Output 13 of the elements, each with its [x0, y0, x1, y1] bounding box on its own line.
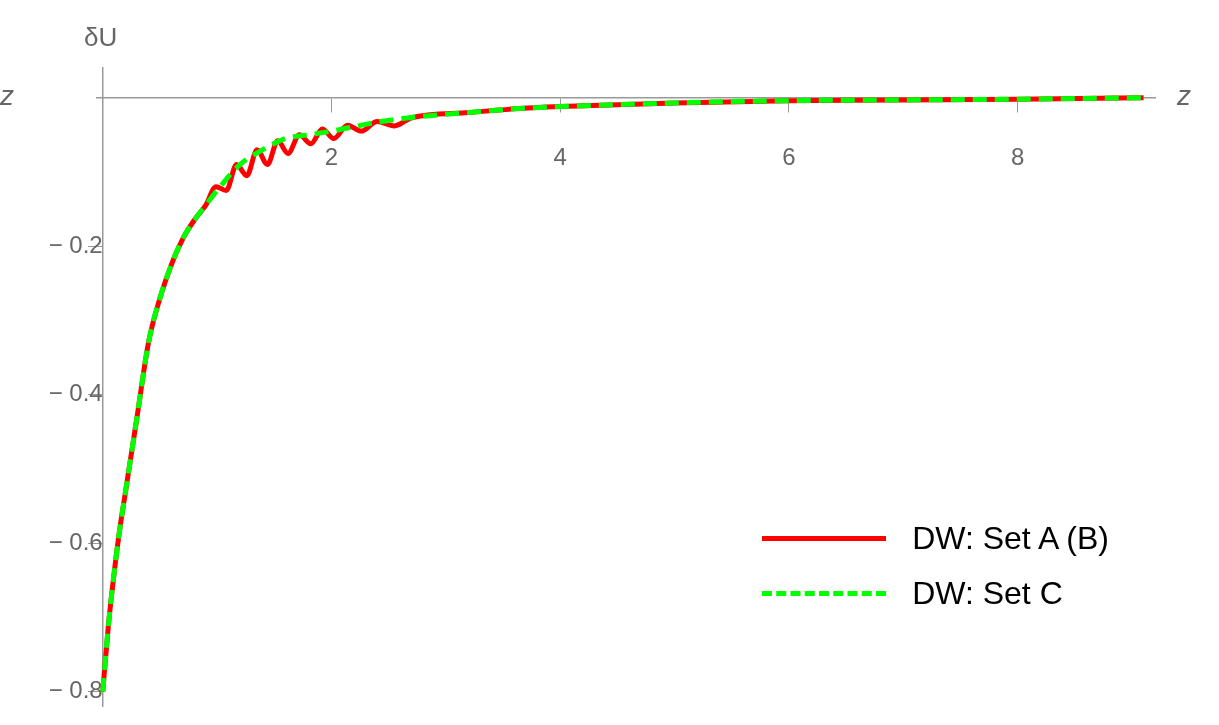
- legend-label: DW: Set C: [912, 575, 1063, 612]
- y-tick-label: − 0.8: [48, 676, 103, 704]
- text: z: [0, 80, 14, 112]
- x-tick-label: 2: [324, 142, 339, 170]
- x-axis-title: z: [1176, 80, 1191, 112]
- y-tick-label: − 0.6: [48, 527, 103, 555]
- x-tick-label: 4: [553, 142, 567, 170]
- x-tick-label: 8: [1011, 142, 1025, 170]
- y-tick-label: − 0.2: [48, 230, 103, 258]
- y-axis-title: δU: [84, 22, 118, 53]
- y-tick-label: − 0.4: [48, 379, 103, 407]
- x-tick-label: 6: [782, 142, 796, 170]
- legend-label: DW: Set A (B): [912, 520, 1109, 557]
